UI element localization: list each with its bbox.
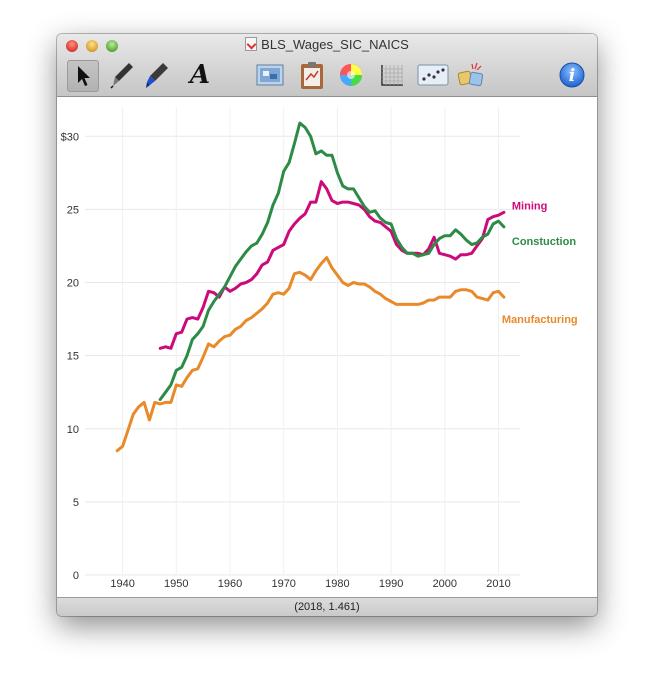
- info-icon: i: [559, 62, 585, 88]
- pen-tool-icon: [110, 63, 133, 89]
- y-tick-label: $30: [61, 131, 79, 143]
- pointer-tool-button[interactable]: [67, 60, 99, 92]
- color-picker-button[interactable]: [336, 60, 366, 90]
- marker-tool-button[interactable]: [142, 60, 172, 90]
- minimize-window-button[interactable]: [86, 40, 98, 52]
- x-tick-label: 1990: [379, 578, 403, 590]
- text-tool-icon: A: [189, 60, 211, 90]
- series-line-constuction: [158, 121, 506, 401]
- window-title-area: BLS_Wages_SIC_NAICS: [57, 37, 597, 52]
- zoom-window-button[interactable]: [106, 40, 118, 52]
- info-button[interactable]: i: [557, 60, 587, 90]
- cursor-coordinate-readout: (2018, 1.461): [294, 601, 360, 613]
- scatter-tool-button[interactable]: [416, 60, 450, 90]
- image-tool-button[interactable]: [254, 60, 286, 90]
- clipboard-tool-button[interactable]: [297, 60, 327, 90]
- pointer-tool-icon: [78, 66, 90, 86]
- marker-tool-icon: [146, 63, 168, 88]
- app-window: BLS_Wages_SIC_NAICS A: [57, 34, 597, 616]
- grid-tool-icon: [381, 65, 403, 86]
- y-tick-label: 5: [73, 497, 79, 509]
- y-tick-label: 10: [67, 424, 79, 436]
- clipboard-tool-icon: [301, 62, 323, 89]
- series-label-mining: Mining: [512, 200, 547, 212]
- close-window-button[interactable]: [66, 40, 78, 52]
- series-label-manufacturing: Manufacturing: [502, 314, 578, 326]
- shapes-tool-icon: [457, 62, 484, 87]
- series-label-constuction: Constuction: [512, 236, 576, 248]
- y-tick-label: 0: [73, 570, 79, 582]
- x-tick-label: 2000: [433, 578, 457, 590]
- document-icon: [245, 37, 258, 51]
- x-tick-label: 1960: [218, 578, 242, 590]
- plot-area[interactable]: 0 5 10 15 20 25 $30 1940 1950 1960 1970 1980 1990 200…: [57, 97, 597, 597]
- color-wheel-icon: [340, 64, 362, 86]
- title-bar: BLS_Wages_SIC_NAICS A: [57, 34, 597, 97]
- x-tick-label: 1980: [325, 578, 349, 590]
- image-tool-icon: [256, 64, 284, 86]
- y-tick-label: 15: [67, 351, 79, 363]
- x-tick-label: 1970: [271, 578, 295, 590]
- series-line-manufacturing: [115, 256, 506, 453]
- line-chart[interactable]: 0 5 10 15 20 25 $30 1940 1950 1960 1970 1980 1990 200…: [57, 97, 597, 597]
- y-tick-label: 25: [67, 204, 79, 216]
- scatter-tool-icon: [417, 64, 449, 86]
- shapes-tool-button[interactable]: [455, 60, 487, 90]
- status-bar: (2018, 1.461): [57, 597, 597, 616]
- pen-tool-button[interactable]: [107, 60, 137, 90]
- y-tick-label: 20: [67, 278, 79, 290]
- x-tick-label: 1940: [110, 578, 134, 590]
- x-tick-label: 1950: [164, 578, 188, 590]
- grid-tool-button[interactable]: [377, 60, 407, 90]
- window-title: BLS_Wages_SIC_NAICS: [261, 37, 409, 52]
- svg-text:i: i: [569, 66, 575, 86]
- x-tick-label: 2010: [486, 578, 510, 590]
- text-tool-button[interactable]: A: [185, 60, 215, 90]
